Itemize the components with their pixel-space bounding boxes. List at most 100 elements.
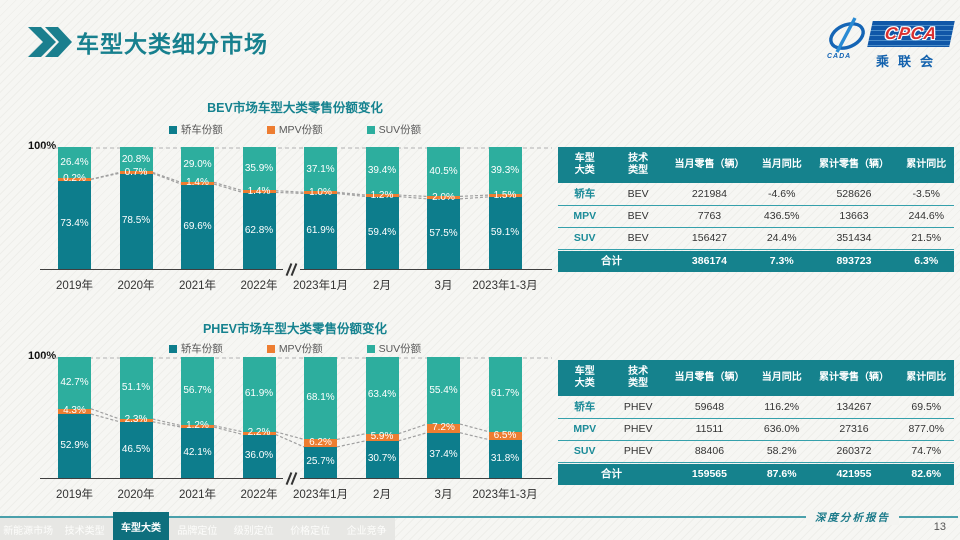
segment-suv <box>304 147 337 193</box>
table-cell: 221984 <box>691 188 727 201</box>
segment-label: 0.7% <box>124 166 148 178</box>
segment-mpv <box>181 181 214 185</box>
segment-suv <box>488 357 522 432</box>
segment-sedan <box>427 432 460 478</box>
segment-label: 5.9% <box>370 431 394 443</box>
segment-suv <box>181 147 214 183</box>
table-cell: 59648 <box>694 401 725 414</box>
legend-swatch-icon <box>266 125 275 134</box>
table-cell: 877.0% <box>908 423 945 436</box>
x-axis-tick-label: 2023年1月 <box>293 280 348 292</box>
legend-swatch-icon <box>366 344 375 353</box>
table-total-cell: 893723 <box>836 255 872 268</box>
segment-suv <box>58 357 91 409</box>
segment-label: 42.1% <box>183 446 212 458</box>
segment-suv <box>119 357 153 419</box>
segment-mpv <box>119 418 153 422</box>
table-header-row: 车型 大类 技术 类型 当月零售（辆） 当月同比 累计零售（辆） 累计同比 <box>558 147 954 183</box>
segment-label: 39.4% <box>367 165 397 177</box>
legend-swatch-icon <box>266 344 275 353</box>
segment-sedan <box>58 414 91 478</box>
nav-tab[interactable]: 品牌定位 <box>169 518 226 540</box>
segment-label: 59.4% <box>367 226 397 238</box>
table-cell: PHEV <box>623 445 653 458</box>
segment-label: 31.8% <box>490 452 520 464</box>
segment-mpv <box>304 191 337 195</box>
x-axis-labels-bev: 2019年 2020年 2021年 2022年 2023年1月 2月 3月 2023年1-3月 <box>40 277 552 293</box>
nav-tab[interactable]: 新能源市场 <box>0 518 57 540</box>
table-row: 轿车 BEV 221984 -4.6% 528626 -3.5% <box>558 184 954 206</box>
table-cell: BEV <box>627 188 649 201</box>
legend-item: 轿车份额 <box>168 122 223 137</box>
x-axis-tick-label: 2023年1-3月 <box>472 489 538 501</box>
nav-tab[interactable]: 车型大类 <box>112 512 170 540</box>
segment-suv <box>58 147 91 180</box>
segment-suv <box>304 357 337 440</box>
table-header-cell: 累计同比 <box>906 159 947 170</box>
table-cell: 69.5% <box>911 401 942 414</box>
segment-label: 6.2% <box>309 437 332 449</box>
table-header-cell: 当月零售（辆） <box>674 372 745 383</box>
segment-label: 39.3% <box>490 165 520 177</box>
nav-tab[interactable]: 价格定位 <box>282 518 339 540</box>
logo-small-text: CADA <box>827 53 852 60</box>
table-row: MPV BEV 7763 436.5% 13663 244.6% <box>558 206 954 228</box>
table-cell: -4.6% <box>768 188 796 201</box>
x-axis-tick-label: 2022年 <box>240 280 278 292</box>
nav-tab[interactable]: 级别定位 <box>225 518 282 540</box>
table-cell: 636.0% <box>763 423 800 436</box>
table-cell: MPV <box>573 423 597 436</box>
segment-label: 2.2% <box>247 427 271 439</box>
axis-break-icon <box>283 471 300 486</box>
table-cell: 134267 <box>836 401 872 414</box>
chart-title-phev: PHEV市场车型大类零售份额变化 <box>202 322 388 336</box>
series-lines <box>40 147 552 200</box>
table-header-cell: 车型 大类 <box>574 153 595 176</box>
segment-label: 55.4% <box>429 384 458 396</box>
table-header-cell: 技术 类型 <box>628 153 649 176</box>
footer-divider-line <box>0 516 958 518</box>
table-header-cell: 当月同比 <box>761 159 802 170</box>
table-row: 轿车 PHEV 59648 116.2% 134267 69.5% <box>558 397 954 419</box>
nav-tab[interactable]: 企业竞争 <box>338 518 395 540</box>
nav-tab[interactable]: 技术类型 <box>56 518 113 540</box>
segment-suv <box>365 357 399 434</box>
x-axis-tick-label: 2019年 <box>55 489 94 501</box>
segment-suv <box>427 147 460 197</box>
table-cell: 13663 <box>839 210 869 223</box>
chart-title-bev: BEV市场车型大类零售份额变化 <box>207 101 383 115</box>
segment-label: 1.0% <box>309 186 332 198</box>
table-cell: 436.5% <box>763 210 800 223</box>
segment-mpv <box>365 433 399 441</box>
table-cell: 351434 <box>836 232 872 245</box>
x-axis-tick-label: 3月 <box>434 489 453 501</box>
segment-sedan <box>119 421 153 478</box>
legend-item: 轿车份额 <box>168 341 223 356</box>
table-cell: 11511 <box>695 423 724 436</box>
x-axis-tick-label: 3月 <box>434 280 453 292</box>
y-axis-top-label: 100% <box>28 350 57 362</box>
table-total-cell: 7.3% <box>769 255 794 268</box>
x-axis-tick-label: 2月 <box>373 280 391 292</box>
segment-label: 26.4% <box>60 157 89 169</box>
segment-mpv <box>242 431 276 435</box>
segment-mpv <box>365 194 399 198</box>
table-cell: 58.2% <box>766 445 797 458</box>
segment-label: 36.0% <box>244 450 274 462</box>
series-lines <box>40 357 552 448</box>
table-total-cell: 159565 <box>691 468 727 481</box>
double-chevron-icon <box>28 27 72 57</box>
segment-label: 42.7% <box>60 376 89 388</box>
segment-mpv <box>304 439 337 447</box>
segment-label: 35.9% <box>244 162 274 174</box>
bottom-nav-tabs: 新能源市场 技术类型 车型大类 品牌定位 级别定位 价格定位 企业竞争 <box>0 512 400 540</box>
table-total-label: 合计 <box>600 255 622 268</box>
table-total-cell: 6.3% <box>914 255 939 268</box>
page-title: 车型大类细分市场 <box>76 31 268 57</box>
x-axis-tick-label: 2月 <box>373 489 391 501</box>
phev-retail-table: 车型 大类 技术 类型 当月零售（辆） 当月同比 累计零售（辆） 累计同比 轿车 PHEV 59… <box>558 360 954 485</box>
table-total-cell: 386174 <box>691 255 727 268</box>
cpca-banner: CPCA <box>867 21 955 47</box>
segment-label: 37.1% <box>306 163 335 175</box>
segment-mpv <box>119 171 153 175</box>
